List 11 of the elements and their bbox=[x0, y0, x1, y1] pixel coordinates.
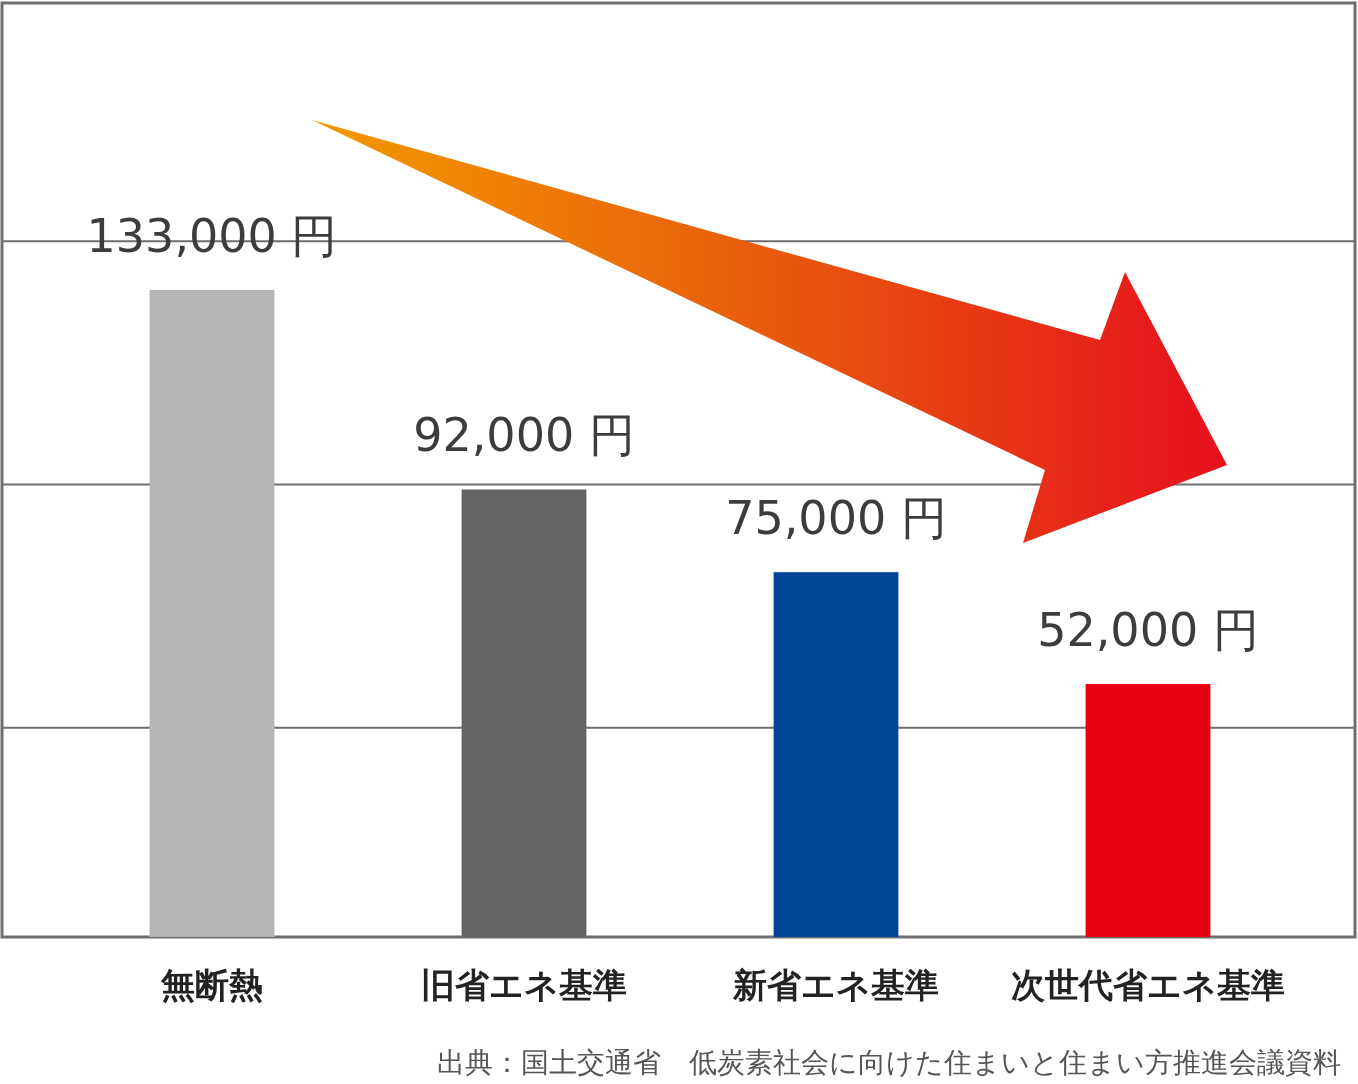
x-tick-label: 次世代省エネ基準 bbox=[1011, 965, 1285, 1005]
x-tick-label: 旧省エネ基準 bbox=[421, 965, 627, 1005]
bar bbox=[773, 572, 899, 937]
x-tick-label: 無断熱 bbox=[160, 965, 263, 1005]
source-note: 出典：国土交通省 低炭素社会に向けた住まいと住まい方推進会議資料 bbox=[437, 1046, 1341, 1079]
bar bbox=[149, 290, 275, 937]
data-label: 75,000 円 bbox=[725, 491, 947, 546]
bar bbox=[1085, 684, 1211, 937]
x-tick-label: 新省エネ基準 bbox=[732, 965, 939, 1005]
data-label: 52,000 円 bbox=[1037, 603, 1259, 658]
data-label: 92,000 円 bbox=[413, 408, 635, 463]
